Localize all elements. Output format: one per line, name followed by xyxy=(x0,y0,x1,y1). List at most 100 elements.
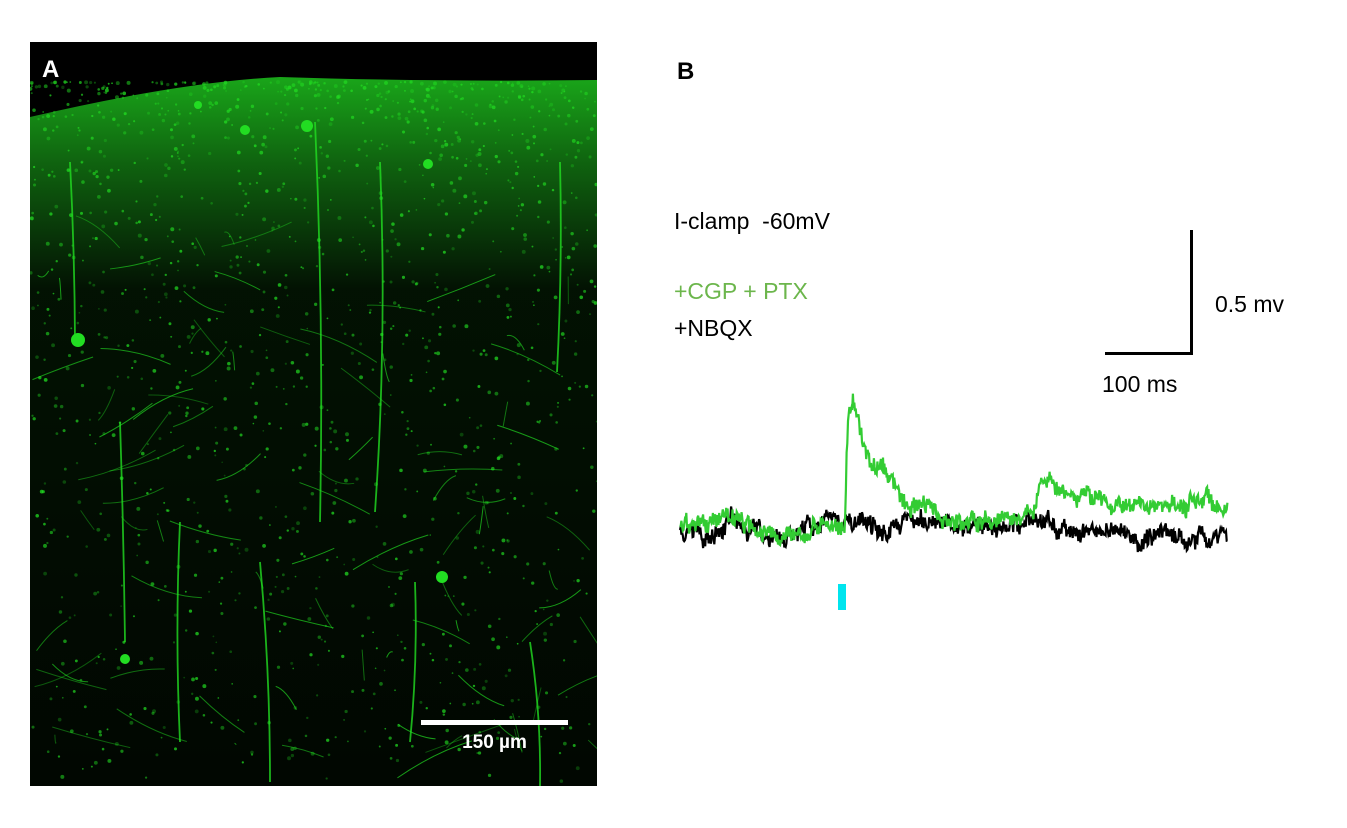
fluorescent-puncta xyxy=(465,668,469,672)
fluorescent-puncta xyxy=(155,753,159,757)
fluorescent-puncta xyxy=(140,451,145,456)
fluorescent-puncta xyxy=(509,715,513,719)
fluorescent-puncta xyxy=(522,577,525,580)
neurite xyxy=(234,742,237,746)
fluorescent-puncta xyxy=(430,86,434,90)
fluorescent-puncta xyxy=(150,582,155,587)
fluorescent-puncta xyxy=(188,92,193,97)
fluorescent-puncta xyxy=(284,85,288,89)
fluorescent-puncta xyxy=(201,350,204,353)
fluorescent-puncta xyxy=(405,433,408,436)
fluorescent-puncta xyxy=(186,334,191,339)
fluorescent-puncta xyxy=(478,148,482,152)
fluorescent-puncta xyxy=(253,144,257,148)
fluorescent-puncta xyxy=(161,118,166,123)
fluorescent-puncta xyxy=(69,729,74,734)
fluorescent-puncta xyxy=(248,182,252,186)
fluorescent-puncta xyxy=(249,110,252,112)
fluorescent-puncta xyxy=(219,602,223,605)
fluorescent-puncta xyxy=(280,590,285,594)
fluorescent-puncta xyxy=(472,82,475,85)
fluorescent-puncta xyxy=(570,192,573,194)
fluorescent-puncta xyxy=(224,120,228,124)
fluorescent-puncta xyxy=(92,171,96,176)
fluorescent-puncta xyxy=(101,224,106,229)
neurite xyxy=(116,708,187,742)
fluorescent-puncta xyxy=(102,154,106,158)
fluorescent-puncta xyxy=(172,448,176,452)
fluorescent-puncta xyxy=(298,466,302,470)
fluorescent-puncta xyxy=(464,324,469,329)
fluorescent-puncta xyxy=(178,404,181,407)
neurite xyxy=(506,334,525,351)
fluorescent-puncta xyxy=(410,99,415,104)
fluorescent-puncta xyxy=(326,208,330,212)
fluorescent-puncta xyxy=(107,82,110,85)
fluorescent-puncta xyxy=(303,206,306,209)
fluorescent-puncta xyxy=(350,351,354,355)
fluorescent-puncta xyxy=(190,351,193,355)
neurite xyxy=(78,449,156,481)
fluorescent-puncta xyxy=(402,342,405,346)
fluorescent-puncta xyxy=(62,696,64,699)
fluorescent-puncta xyxy=(174,286,179,290)
fluorescent-puncta xyxy=(111,82,113,85)
fluorescent-puncta xyxy=(80,93,84,96)
fluorescent-puncta xyxy=(149,319,152,322)
fluorescent-puncta xyxy=(341,654,345,659)
fluorescent-puncta xyxy=(334,488,338,493)
fluorescent-puncta xyxy=(451,247,455,251)
fluorescent-puncta xyxy=(588,722,591,726)
fluorescent-puncta xyxy=(436,351,441,356)
fluorescent-puncta xyxy=(408,329,411,332)
fluorescent-puncta xyxy=(244,204,247,208)
panel-a-label: A xyxy=(42,56,60,83)
fluorescent-puncta xyxy=(439,681,442,684)
fluorescent-puncta xyxy=(570,231,574,236)
fluorescent-puncta xyxy=(436,560,440,564)
fluorescent-puncta xyxy=(43,322,46,325)
fluorescent-puncta xyxy=(98,411,101,415)
fluorescent-puncta xyxy=(387,90,391,93)
fluorescent-puncta xyxy=(45,331,50,336)
fluorescent-puncta xyxy=(457,299,460,302)
fluorescent-puncta xyxy=(571,246,576,251)
fluorescent-puncta xyxy=(573,580,575,582)
fluorescent-puncta xyxy=(462,702,466,707)
fluorescent-puncta xyxy=(448,89,452,94)
fluorescent-puncta xyxy=(487,624,492,629)
fluorescent-puncta xyxy=(328,122,333,127)
fluorescent-puncta xyxy=(139,130,144,135)
fluorescent-puncta xyxy=(563,90,566,93)
fluorescent-puncta xyxy=(208,101,213,105)
fluorescent-puncta xyxy=(194,709,199,714)
fluorescent-puncta xyxy=(109,168,114,172)
fluorescent-puncta xyxy=(481,87,484,91)
fluorescent-puncta xyxy=(262,217,267,222)
fluorescent-puncta xyxy=(442,250,446,254)
fluorescent-puncta xyxy=(445,728,449,733)
neurite xyxy=(34,652,102,688)
fluorescent-puncta xyxy=(390,229,394,233)
voltage-scale-bar xyxy=(1190,230,1193,355)
fluorescent-puncta xyxy=(444,212,449,216)
fluorescent-puncta xyxy=(478,730,482,734)
fluorescent-puncta xyxy=(97,88,101,91)
fluorescent-puncta xyxy=(345,438,349,442)
fluorescent-puncta xyxy=(308,87,310,90)
fluorescent-puncta xyxy=(137,220,141,224)
fluorescent-puncta xyxy=(55,685,58,688)
fluorescent-puncta xyxy=(215,441,219,445)
fluorescent-puncta xyxy=(231,124,233,126)
fluorescent-puncta xyxy=(225,90,227,92)
fluorescent-puncta xyxy=(379,104,382,108)
fluorescent-puncta xyxy=(581,556,584,560)
fluorescent-puncta xyxy=(537,323,540,326)
fluorescent-puncta xyxy=(525,401,530,406)
neuron-soma xyxy=(423,159,433,169)
fluorescent-puncta xyxy=(520,203,525,207)
fluorescent-puncta xyxy=(57,297,61,301)
fluorescent-puncta xyxy=(328,139,332,144)
fluorescent-puncta xyxy=(164,113,167,116)
fluorescent-puncta xyxy=(235,255,239,259)
